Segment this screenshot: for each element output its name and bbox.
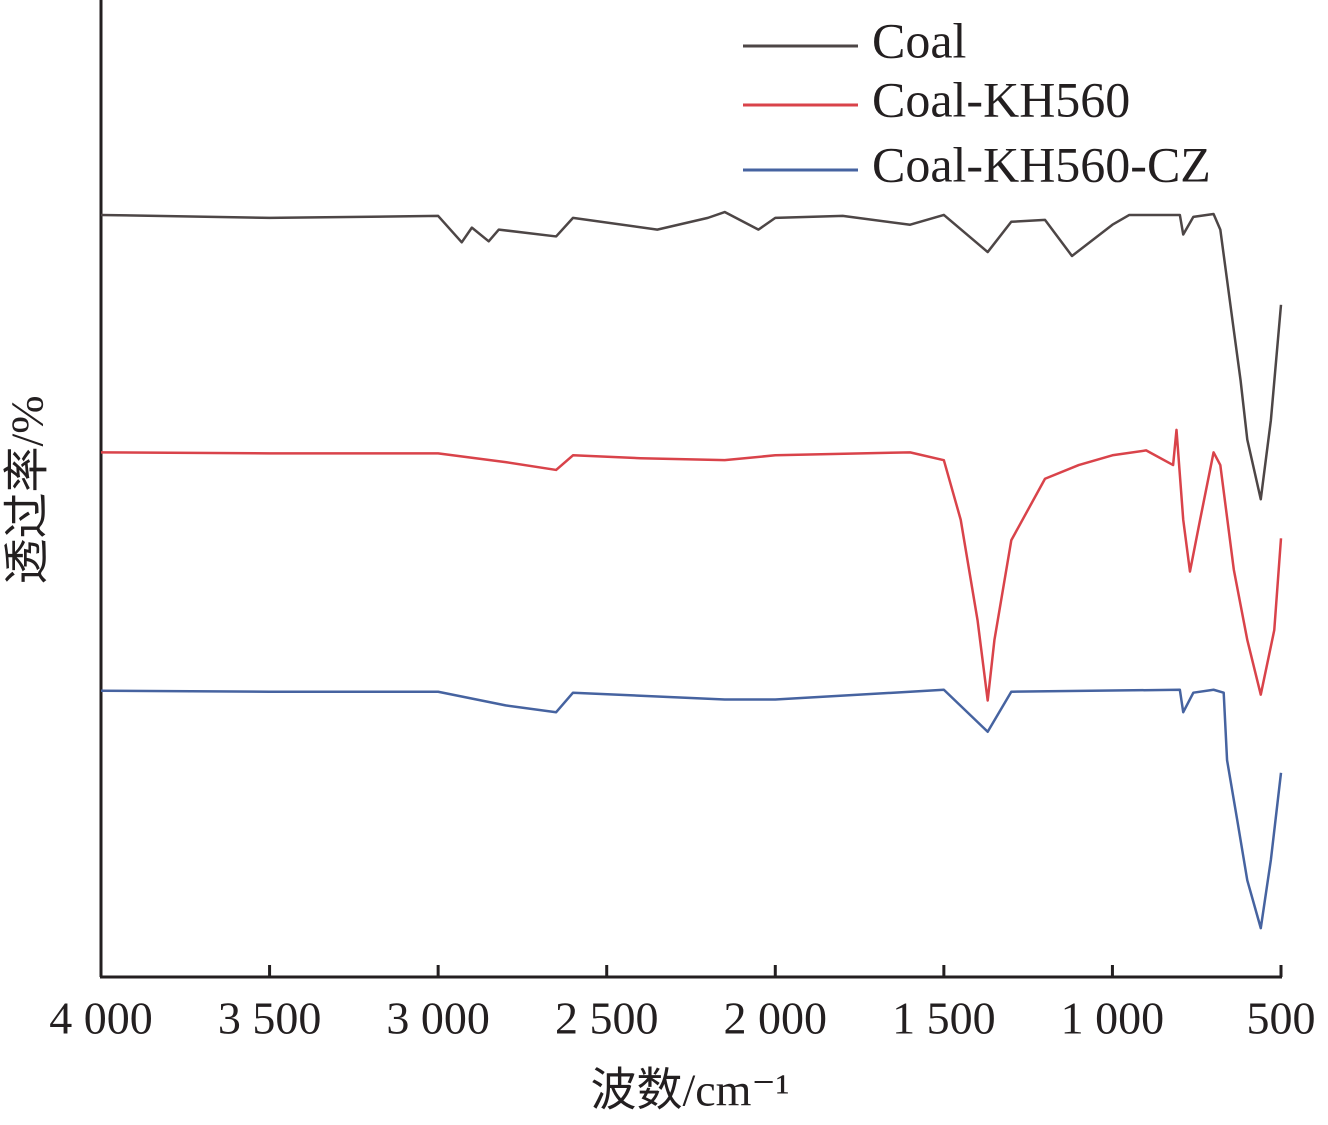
series-line [100, 210, 1283, 501]
x-tick-label: 500 [1247, 993, 1316, 1044]
x-tick-label: 1 000 [1061, 993, 1165, 1044]
y-axis-label: 透过率/% [2, 395, 53, 584]
x-axis-label: 波数/cm⁻¹ [590, 1065, 789, 1116]
series-line [100, 428, 1283, 702]
legend-label: Coal [872, 12, 966, 68]
series-line [100, 688, 1283, 930]
x-tick-label: 1 500 [892, 993, 996, 1044]
legend-label: Coal-KH560-CZ [872, 136, 1211, 192]
x-tick-label: 3 000 [386, 993, 490, 1044]
x-tick-label: 2 500 [555, 993, 659, 1044]
legend-label: Coal-KH560 [872, 71, 1130, 127]
x-tick-label: 2 000 [724, 993, 828, 1044]
x-tick-label: 3 500 [218, 993, 322, 1044]
x-tick-label: 4 000 [49, 993, 153, 1044]
